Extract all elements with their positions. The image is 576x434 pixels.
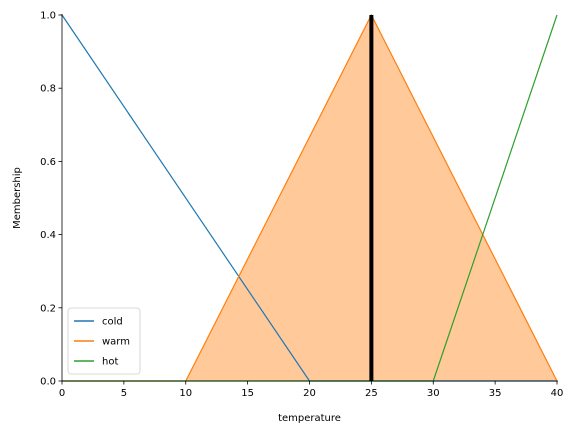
x-tick-label: 40 [551,388,564,399]
legend-label-warm: warm [102,337,130,348]
legend-label-cold: cold [102,317,123,328]
axes [61,14,558,382]
x-tick-label: 5 [121,388,127,399]
y-tick-label: 0.2 [40,303,56,314]
legend-box [67,307,141,375]
x-tick-label: 15 [241,388,254,399]
x-tick-label: 35 [489,388,502,399]
y-axis-label: Membership [12,167,23,229]
x-axis-label: temperature [278,413,341,424]
x-tick-label: 0 [59,388,65,399]
legend-label-hot: hot [102,357,118,368]
x-tick-label: 30 [427,388,440,399]
x-tick-label: 20 [303,388,316,399]
y-tick-label: 1.0 [40,11,56,22]
x-tick-label: 25 [365,388,378,399]
x-tick-label: 10 [179,388,192,399]
ticks: 0 5 10 15 20 25 30 35 40 0.0 0.2 0.4 0.6 0.8 1.0 [40,11,563,400]
y-tick-label: 0.6 [40,157,56,168]
y-tick-label: 0.8 [40,84,56,95]
y-tick-label: 0.4 [40,230,56,241]
y-tick-label: 0.0 [40,377,56,388]
legend: cold warm hot [67,307,141,375]
